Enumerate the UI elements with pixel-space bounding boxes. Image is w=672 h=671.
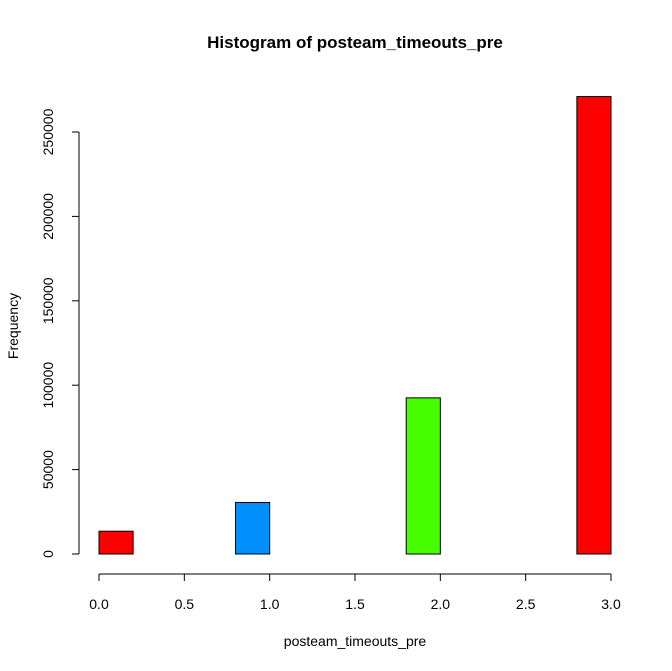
y-tick-label-1: 50000 xyxy=(40,450,56,489)
y-tick-label-0: 0 xyxy=(40,550,56,558)
y-tick-label-3: 150000 xyxy=(40,277,56,324)
y-tick-label-5: 250000 xyxy=(40,108,56,155)
bars-group xyxy=(98,96,612,555)
x-tick-label-1: 0.5 xyxy=(175,596,195,612)
x-axis: 0.0 0.5 1.0 1.5 2.0 2.5 3.0 xyxy=(89,573,621,612)
y-axis-label: Frequency xyxy=(5,293,21,359)
x-tick-label-3: 1.5 xyxy=(345,596,365,612)
x-tick-label-4: 2.0 xyxy=(431,596,451,612)
histogram-bar-2 xyxy=(405,397,441,555)
x-axis-label: posteam_timeouts_pre xyxy=(284,633,427,649)
y-tick-label-2: 100000 xyxy=(40,362,56,409)
y-tick-label-4: 200000 xyxy=(40,193,56,240)
histogram-bar-3 xyxy=(576,96,612,555)
histogram-bar-0 xyxy=(98,530,134,555)
chart-title: Histogram of posteam_timeouts_pre xyxy=(207,33,503,52)
x-tick-label-5: 2.5 xyxy=(516,596,536,612)
x-tick-label-2: 1.0 xyxy=(260,596,280,612)
histogram-bar-1 xyxy=(235,502,271,555)
x-tick-label-6: 3.0 xyxy=(601,596,621,612)
x-tick-label-0: 0.0 xyxy=(89,596,109,612)
y-axis: 0 50000 100000 150000 200000 250000 xyxy=(40,108,80,558)
